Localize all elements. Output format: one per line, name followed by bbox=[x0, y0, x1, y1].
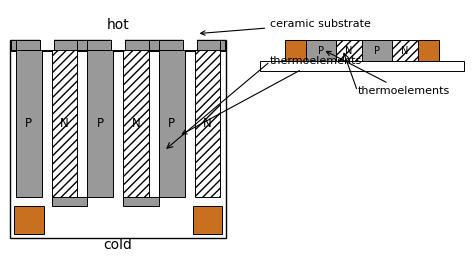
Bar bbox=[52, 50, 77, 197]
Text: P: P bbox=[374, 46, 380, 56]
Text: ceramic substrate: ceramic substrate bbox=[201, 19, 371, 35]
Text: N: N bbox=[401, 46, 409, 56]
Text: N: N bbox=[132, 117, 140, 129]
Bar bbox=[16, 50, 42, 197]
Bar bbox=[159, 40, 220, 50]
Bar bbox=[52, 197, 87, 206]
Text: hot: hot bbox=[107, 18, 129, 32]
Text: P: P bbox=[168, 117, 175, 129]
Text: P: P bbox=[318, 46, 324, 56]
Text: thermoelements: thermoelements bbox=[326, 51, 450, 96]
Text: N: N bbox=[346, 46, 353, 56]
Bar bbox=[260, 62, 464, 72]
Text: cold: cold bbox=[104, 238, 133, 252]
Text: P: P bbox=[25, 117, 32, 129]
Text: N: N bbox=[203, 117, 212, 129]
Text: P: P bbox=[97, 117, 104, 129]
Bar bbox=[123, 50, 149, 197]
Bar bbox=[14, 206, 44, 234]
Bar bbox=[11, 40, 226, 50]
Bar bbox=[10, 40, 227, 238]
Bar bbox=[182, 39, 197, 50]
Text: thermoelements: thermoelements bbox=[182, 56, 362, 134]
Bar bbox=[192, 206, 222, 234]
Bar bbox=[87, 50, 113, 197]
Bar bbox=[11, 40, 226, 51]
Bar bbox=[195, 50, 220, 197]
Bar bbox=[159, 50, 185, 197]
Text: N: N bbox=[60, 117, 69, 129]
Bar bbox=[336, 40, 362, 62]
Bar bbox=[40, 39, 54, 50]
Bar bbox=[284, 40, 306, 62]
Bar bbox=[418, 40, 439, 62]
Bar bbox=[87, 40, 149, 50]
Bar bbox=[362, 40, 392, 62]
Bar bbox=[111, 39, 125, 50]
Bar bbox=[392, 40, 418, 62]
Bar bbox=[123, 197, 159, 206]
Bar bbox=[306, 40, 336, 62]
Bar bbox=[16, 40, 77, 50]
